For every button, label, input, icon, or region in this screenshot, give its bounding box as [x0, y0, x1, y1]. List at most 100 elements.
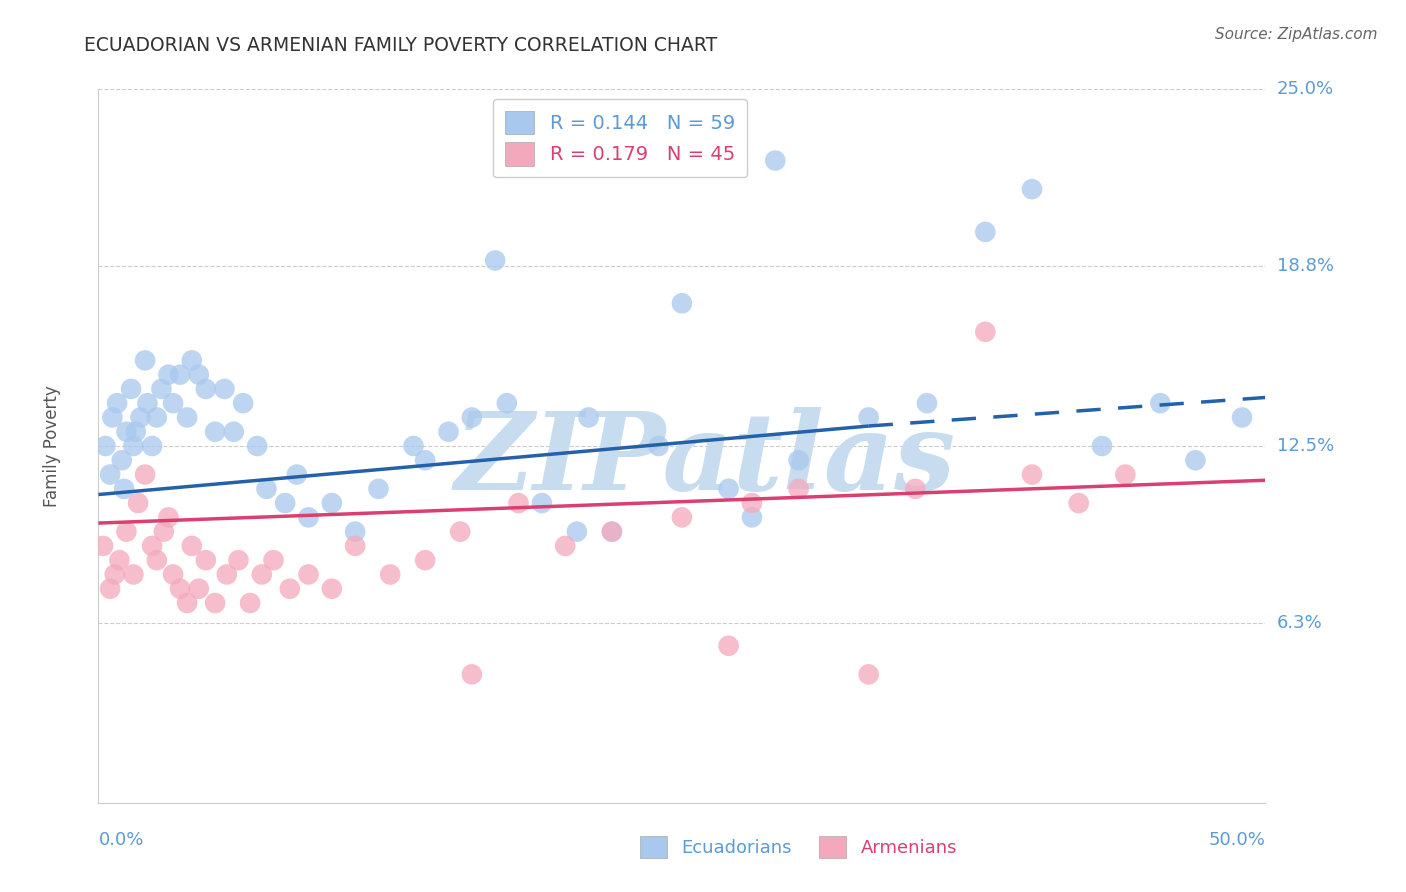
Point: [344, 539, 367, 553]
Point: [974, 225, 997, 239]
Point: [162, 396, 184, 410]
Point: [91, 539, 114, 553]
Point: [297, 510, 319, 524]
Point: [204, 425, 226, 439]
Point: [461, 667, 484, 681]
Text: 12.5%: 12.5%: [1277, 437, 1334, 455]
Point: [763, 153, 786, 168]
Point: [187, 582, 209, 596]
Point: [787, 453, 810, 467]
Point: [157, 368, 180, 382]
Point: [1184, 453, 1206, 467]
Text: 25.0%: 25.0%: [1277, 80, 1334, 98]
Point: [162, 567, 184, 582]
Point: [98, 582, 121, 596]
Point: [105, 396, 128, 410]
Point: [285, 467, 308, 482]
Point: [222, 425, 245, 439]
Point: [111, 453, 134, 467]
Point: [134, 467, 156, 482]
Point: [262, 553, 284, 567]
Text: Family Poverty: Family Poverty: [42, 385, 60, 507]
Text: Source: ZipAtlas.com: Source: ZipAtlas.com: [1215, 27, 1378, 42]
Point: [194, 382, 217, 396]
Point: [565, 524, 588, 539]
Point: [150, 382, 173, 396]
Point: [122, 439, 145, 453]
Point: [904, 482, 927, 496]
Point: [1021, 467, 1043, 482]
Point: [176, 596, 198, 610]
Point: [101, 410, 124, 425]
Point: [508, 496, 530, 510]
Text: 50.0%: 50.0%: [1209, 831, 1265, 849]
Point: [108, 553, 131, 567]
Point: [858, 667, 880, 681]
Point: [413, 553, 436, 567]
Point: [671, 296, 693, 310]
Point: [215, 567, 238, 582]
Point: [228, 553, 250, 567]
Point: [297, 567, 319, 582]
Point: [180, 539, 202, 553]
Point: [134, 353, 156, 368]
Point: [321, 496, 343, 510]
Text: 0.0%: 0.0%: [98, 831, 143, 849]
Point: [1230, 410, 1253, 425]
Point: [274, 496, 297, 510]
Point: [125, 425, 148, 439]
Text: ECUADORIAN VS ARMENIAN FAMILY POVERTY CORRELATION CHART: ECUADORIAN VS ARMENIAN FAMILY POVERTY CO…: [84, 36, 717, 54]
Text: 6.3%: 6.3%: [1277, 614, 1323, 632]
Point: [671, 510, 693, 524]
Point: [717, 482, 740, 496]
Point: [122, 567, 145, 582]
Point: [915, 396, 938, 410]
Point: [176, 410, 198, 425]
Point: [136, 396, 159, 410]
Text: ZIPatlas: ZIPatlas: [454, 408, 956, 513]
Point: [1021, 182, 1043, 196]
Point: [787, 482, 810, 496]
Point: [250, 567, 273, 582]
Point: [1149, 396, 1171, 410]
Point: [1091, 439, 1114, 453]
Point: [974, 325, 997, 339]
Point: [256, 482, 278, 496]
Point: [115, 425, 138, 439]
Point: [344, 524, 367, 539]
Point: [647, 439, 669, 453]
Point: [858, 410, 880, 425]
Point: [141, 539, 163, 553]
Point: [278, 582, 301, 596]
Point: [98, 467, 121, 482]
Point: [1067, 496, 1090, 510]
Point: [741, 496, 763, 510]
Point: [194, 553, 217, 567]
Point: [530, 496, 553, 510]
Point: [146, 410, 169, 425]
Point: [115, 524, 138, 539]
Point: [496, 396, 519, 410]
Point: [437, 425, 460, 439]
Point: [104, 567, 127, 582]
Point: [246, 439, 269, 453]
Point: [554, 539, 576, 553]
Point: [321, 582, 343, 596]
Point: [367, 482, 389, 496]
Point: [600, 524, 623, 539]
Point: [232, 396, 254, 410]
Legend: Ecuadorians, Armenians: Ecuadorians, Armenians: [633, 829, 965, 865]
Point: [600, 524, 623, 539]
Point: [413, 453, 436, 467]
Point: [204, 596, 226, 610]
Point: [127, 496, 149, 510]
Point: [120, 382, 142, 396]
Point: [146, 553, 169, 567]
Point: [239, 596, 262, 610]
Point: [1114, 467, 1136, 482]
Point: [152, 524, 174, 539]
Point: [129, 410, 152, 425]
Point: [402, 439, 425, 453]
Point: [94, 439, 117, 453]
Point: [187, 368, 209, 382]
